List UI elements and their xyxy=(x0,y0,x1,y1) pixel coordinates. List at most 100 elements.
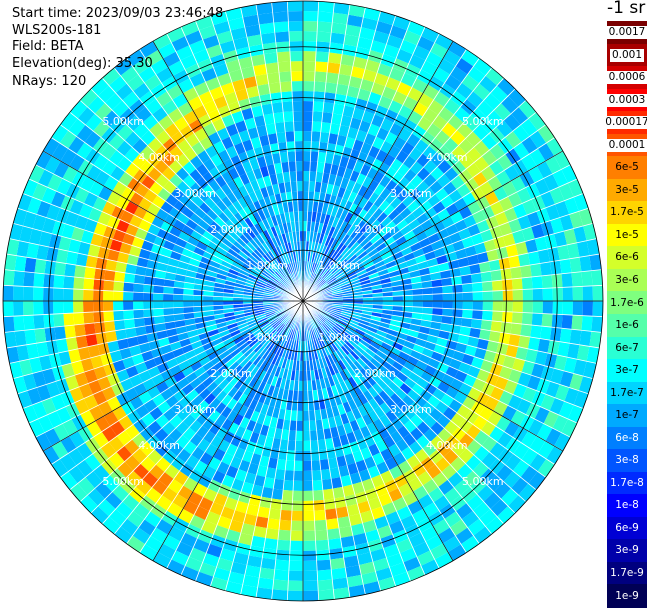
radar-gate xyxy=(303,360,307,371)
radar-gate xyxy=(313,81,326,93)
radar-gate xyxy=(85,333,98,347)
radar-gate xyxy=(346,574,364,588)
radar-gate xyxy=(3,316,15,333)
radar-gate xyxy=(288,161,297,172)
radar-gate xyxy=(296,181,303,192)
ray-separators xyxy=(3,1,603,601)
radar-gate xyxy=(579,255,592,272)
radar-gate xyxy=(3,285,14,301)
radar-gate xyxy=(545,204,560,221)
radar-gate xyxy=(512,357,526,373)
radar-gate xyxy=(232,401,243,414)
radar-gate xyxy=(379,414,392,427)
radar-gate xyxy=(202,360,215,372)
radar-gate xyxy=(321,234,329,245)
colorbar-level-label: 1e-8 xyxy=(615,499,639,512)
radar-gate xyxy=(168,526,185,542)
radar-gate xyxy=(108,436,125,453)
ray-separator xyxy=(302,238,597,302)
radar-gate xyxy=(227,571,245,585)
radar-gate xyxy=(286,275,293,285)
radar-gate xyxy=(271,354,279,365)
radar-gate xyxy=(473,430,490,446)
radar-gate xyxy=(370,341,381,351)
radar-gate xyxy=(473,445,490,462)
radar-gate xyxy=(282,254,289,265)
radar-gate xyxy=(265,252,274,263)
radar-gate xyxy=(122,494,140,511)
ray-separator xyxy=(302,26,426,302)
radar-gate xyxy=(463,115,480,132)
radar-gate xyxy=(251,535,266,548)
radar-gate xyxy=(377,525,393,539)
radar-gate xyxy=(552,287,563,301)
radar-gate xyxy=(227,386,239,399)
ray-separator xyxy=(302,300,440,569)
radar-gate xyxy=(327,237,335,248)
radar-gate xyxy=(402,155,417,169)
radar-gate xyxy=(156,91,173,107)
radar-gate xyxy=(403,252,416,262)
radar-gate xyxy=(225,341,236,351)
radar-gate xyxy=(591,316,603,333)
radar-gate xyxy=(102,474,120,492)
radar-gate xyxy=(326,332,335,342)
radar-gate xyxy=(315,419,324,431)
radar-gate xyxy=(273,344,281,355)
radar-gate xyxy=(216,246,228,256)
radar-gate xyxy=(326,318,336,327)
radar-gate xyxy=(342,484,355,497)
radar-gate xyxy=(238,491,252,504)
radar-gate xyxy=(497,154,513,171)
radar-gate xyxy=(366,422,378,435)
radar-gate xyxy=(335,242,345,253)
radar-gate xyxy=(183,301,194,308)
azimuth-spoke xyxy=(43,150,304,302)
radar-gate xyxy=(33,314,45,330)
radar-gate xyxy=(559,214,574,232)
radar-gate xyxy=(319,283,329,291)
ray-separator xyxy=(69,111,304,302)
radar-gate xyxy=(425,534,443,551)
radar-gate xyxy=(326,72,339,84)
radar-gate xyxy=(236,237,247,248)
radar-gate xyxy=(122,356,135,370)
radar-gate xyxy=(264,310,275,316)
radar-gate xyxy=(244,472,257,485)
radar-gate xyxy=(34,258,47,274)
radar-gate xyxy=(292,390,299,401)
radar-gate xyxy=(365,244,376,254)
radar-gate xyxy=(479,406,494,421)
radar-gate xyxy=(46,340,59,356)
radar-gate xyxy=(532,288,543,301)
radar-gate xyxy=(303,101,314,112)
radar-gate xyxy=(484,396,500,411)
radar-gate xyxy=(335,372,344,384)
radar-gate xyxy=(499,222,513,237)
radar-gate xyxy=(160,388,174,401)
radar-gate xyxy=(138,519,156,536)
radar-gate xyxy=(352,532,368,546)
colorbar-level-label: 0.00017 xyxy=(603,116,647,130)
radar-gate xyxy=(537,249,550,264)
radar-gate xyxy=(68,118,86,137)
ray-separator xyxy=(286,1,304,302)
radar-gate xyxy=(465,454,482,471)
radar-gate xyxy=(98,186,113,202)
radar-gate xyxy=(384,192,397,205)
radar-gate xyxy=(324,259,333,269)
radar-gate xyxy=(155,67,173,83)
radar-gate xyxy=(444,511,462,528)
radar-gate xyxy=(373,406,386,419)
radar-gate xyxy=(256,465,268,478)
radar-gate xyxy=(330,238,338,250)
radar-gate xyxy=(124,147,140,163)
radar-gate xyxy=(465,131,482,148)
radar-gate xyxy=(290,262,296,273)
radar-gate xyxy=(412,45,431,61)
ray-separator xyxy=(302,300,600,349)
radar-gate xyxy=(589,254,602,271)
radar-gate xyxy=(282,315,291,325)
radar-gate xyxy=(113,301,124,311)
radar-gate xyxy=(563,228,577,245)
